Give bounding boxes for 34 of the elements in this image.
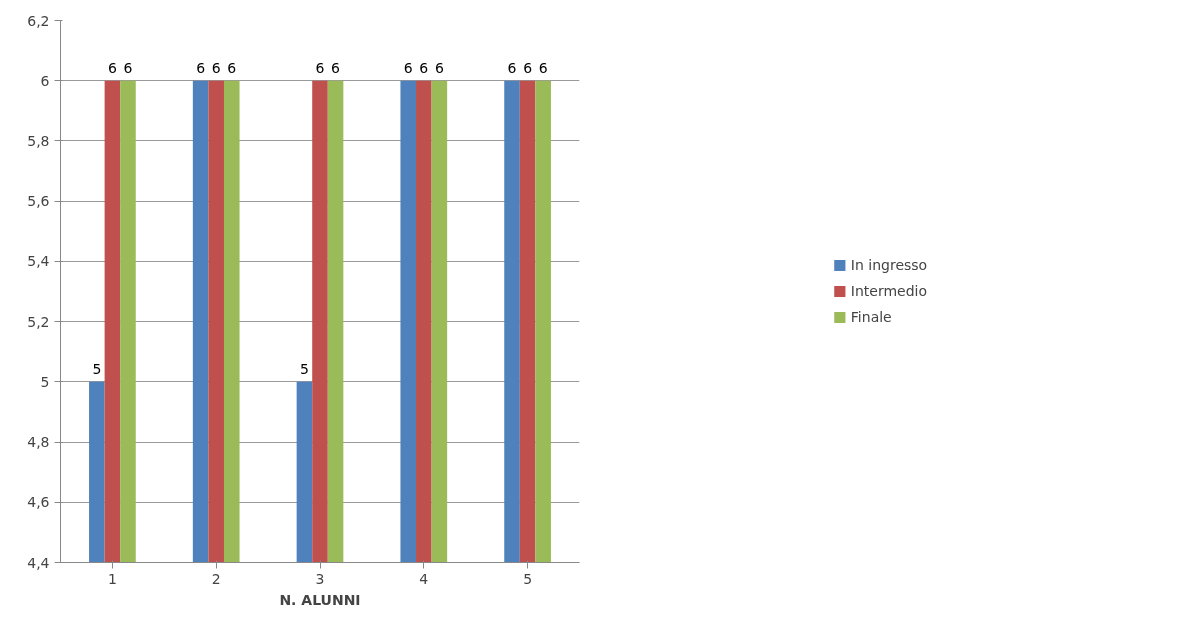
legend-label: Finale — [850, 309, 892, 325]
x-axis-title: N. ALUNNI — [279, 591, 361, 608]
data-label: 6 — [419, 59, 429, 76]
y-tick-label: 5,6 — [27, 193, 50, 210]
y-tick-label: 5,4 — [27, 253, 50, 270]
data-label: 6 — [403, 59, 413, 76]
data-label: 6 — [538, 59, 548, 76]
legend-label: Intermedio — [850, 283, 928, 299]
y-tick-label: 5 — [40, 373, 50, 390]
data-label: 5 — [299, 360, 309, 377]
data-label: 6 — [123, 59, 133, 76]
x-tick-label: 1 — [107, 570, 117, 587]
y-tick-label: 6,2 — [27, 12, 50, 29]
data-label: 6 — [523, 59, 533, 76]
x-tick-label: 5 — [523, 570, 533, 587]
y-tick-label: 6 — [40, 72, 50, 89]
y-tick-label: 5,2 — [27, 313, 50, 330]
data-label: 6 — [507, 59, 517, 76]
x-tick-label: 4 — [419, 570, 429, 587]
legend-label: In ingresso — [850, 257, 928, 273]
y-tick-label: 4,4 — [27, 554, 50, 571]
data-label: 6 — [196, 59, 206, 76]
y-tick-label: 4,6 — [27, 494, 50, 511]
x-tick-label: 3 — [315, 570, 325, 587]
x-tick-label: 2 — [211, 570, 221, 587]
y-tick-label: 4,8 — [27, 434, 50, 451]
y-tick-label: 5,8 — [27, 132, 50, 149]
data-label: 6 — [107, 59, 117, 76]
data-label: 6 — [211, 59, 221, 76]
data-label: 6 — [331, 59, 341, 76]
data-label: 6 — [227, 59, 237, 76]
data-label: 6 — [315, 59, 325, 76]
data-label: 6 — [434, 59, 444, 76]
data-label: 5 — [92, 360, 102, 377]
